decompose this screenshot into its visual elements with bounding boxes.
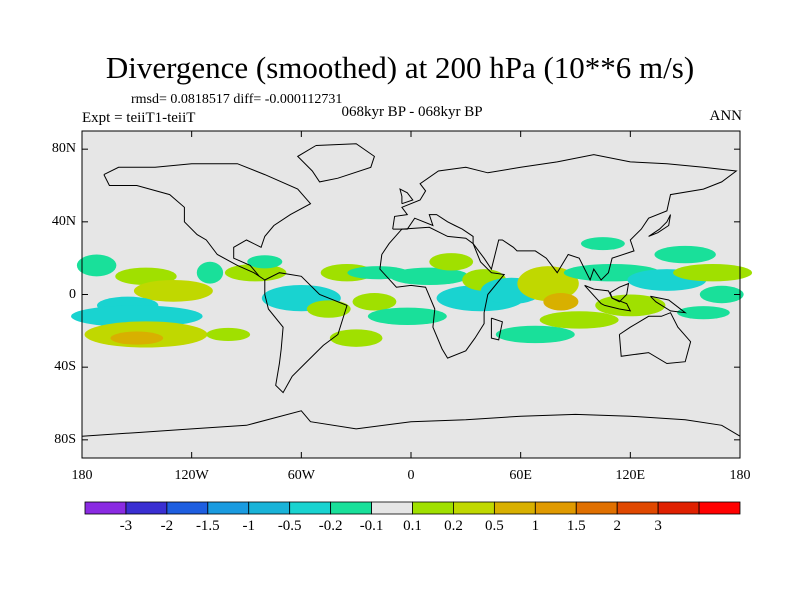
anomaly-region-32	[580, 237, 625, 251]
anomaly-region-18	[429, 253, 474, 271]
colorbar-label: 2	[613, 518, 621, 534]
colorbar-label: -1	[242, 518, 256, 534]
map-title: Divergence (smoothed) at 200 hPa (10**6 …	[105, 50, 695, 85]
anomaly-region-4	[71, 305, 203, 328]
anomaly-region-29	[673, 263, 753, 282]
lon-tick-label: 120E	[615, 468, 646, 483]
lon-tick-label: 180	[729, 468, 751, 483]
lon-tick-label: 180	[71, 468, 93, 483]
coast-madagascar	[490, 317, 503, 341]
colorbar-swatch-13	[616, 501, 659, 515]
anomaly-region-17	[389, 267, 469, 286]
coast-north-america	[103, 163, 312, 281]
colorbar-label: -1.5	[195, 518, 220, 534]
anomaly-region-15	[367, 307, 447, 326]
anomaly-region-13	[352, 293, 397, 311]
lat-tick-label: 80N	[51, 141, 76, 157]
anomaly-region-0	[76, 254, 117, 277]
colorbar-label: 0.5	[485, 518, 504, 534]
anomaly-region-11	[306, 300, 351, 318]
lon-tick-label: 60W	[287, 468, 315, 483]
anomaly-region-25	[539, 311, 619, 329]
coast-south-america	[264, 272, 348, 394]
lat-tick-label: 40S	[54, 359, 76, 375]
lon-tick-label: 0	[407, 468, 415, 483]
colorbar-swatch-2	[166, 501, 209, 515]
colorbar	[84, 501, 741, 515]
colorbar-swatch-11	[534, 501, 577, 515]
colorbar-label: 1.5	[566, 518, 586, 534]
coast-japan	[648, 214, 671, 237]
colorbar-swatch-9	[453, 501, 495, 515]
coast-antarctica	[81, 410, 741, 437]
anomaly-region-34	[677, 306, 730, 320]
coast-africa	[379, 226, 506, 359]
map-field	[71, 131, 753, 458]
colorbar-swatch-7	[371, 501, 413, 515]
colorbar-swatch-15	[698, 501, 741, 515]
stats-label: rmsd= 0.0818517 diff= -0.000112731	[131, 92, 343, 107]
colorbar-swatch-12	[575, 501, 618, 515]
anomaly-region-7	[196, 261, 224, 284]
period-label: 068kyr BP - 068kyr BP	[341, 104, 483, 120]
colorbar-swatch-6	[330, 501, 372, 515]
colorbar-label: -0.2	[318, 518, 343, 534]
colorbar-swatch-5	[289, 501, 332, 515]
coast-british-isles	[399, 188, 414, 205]
colorbar-swatch-1	[125, 501, 168, 515]
coast-borneo	[609, 282, 630, 303]
anomaly-region-27	[654, 245, 716, 264]
coast-eurasia	[392, 154, 738, 282]
coastlines	[81, 143, 741, 437]
lat-tick-label: 40N	[51, 213, 76, 229]
lon-tick-label: 60E	[509, 468, 532, 483]
anomaly-region-6	[110, 331, 164, 345]
colorbar-label: 3	[654, 518, 662, 534]
anomaly-region-2	[133, 279, 213, 302]
colorbar-label: -0.5	[277, 518, 302, 534]
experiment-label: Expt = teiiT1-teiiT	[82, 110, 196, 126]
season-label: ANN	[709, 108, 743, 124]
colorbar-label: -3	[119, 518, 133, 534]
anomaly-region-30	[699, 285, 744, 304]
anomaly-region-22	[517, 266, 579, 302]
lon-tick-label: 120W	[174, 468, 209, 483]
anomaly-region-9	[247, 255, 283, 269]
coast-greenland	[296, 143, 375, 183]
colorbar-label: -0.1	[359, 518, 384, 534]
anomaly-region-31	[595, 294, 666, 317]
colorbar-label: 1	[531, 518, 540, 534]
colorbar-label: -2	[160, 518, 174, 534]
lat-tick-label: 80S	[54, 431, 76, 447]
colorbar-swatch-3	[207, 501, 250, 515]
anomaly-region-33	[206, 327, 251, 342]
coast-indonesia	[584, 284, 632, 312]
colorbar-label: 0.2	[444, 518, 463, 534]
anomaly-region-24	[495, 325, 575, 344]
colorbar-swatch-4	[248, 501, 291, 515]
lat-tick-label: 0	[69, 286, 76, 302]
coast-australia	[618, 312, 692, 365]
colorbar-swatch-8	[412, 501, 454, 515]
colorbar-swatch-0	[84, 501, 127, 515]
axis-ticks	[81, 131, 741, 458]
coast-new-guinea	[650, 295, 687, 314]
anomaly-region-23	[543, 293, 579, 311]
colorbar-swatch-14	[657, 501, 700, 515]
colorbar-swatch-10	[493, 501, 536, 515]
anomaly-region-14	[329, 329, 383, 347]
colorbar-label: 0.1	[403, 518, 422, 534]
